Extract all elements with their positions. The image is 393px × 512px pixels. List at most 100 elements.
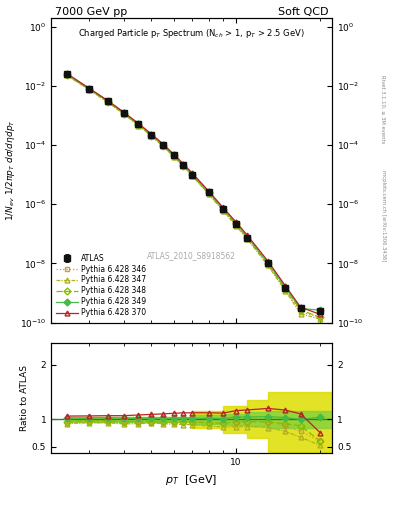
Pythia 6.428 346	[122, 111, 127, 117]
Pythia 6.428 346	[181, 163, 185, 169]
Pythia 6.428 349	[171, 152, 176, 158]
Pythia 6.428 346	[220, 207, 225, 213]
Pythia 6.428 347	[105, 99, 110, 105]
Text: 7000 GeV pp: 7000 GeV pp	[55, 7, 127, 17]
Pythia 6.428 370	[283, 283, 288, 289]
Pythia 6.428 349	[136, 121, 141, 127]
Polygon shape	[67, 411, 332, 428]
Line: Pythia 6.428 370: Pythia 6.428 370	[64, 71, 323, 317]
Pythia 6.428 349	[220, 206, 225, 212]
Pythia 6.428 347	[86, 87, 91, 93]
Pythia 6.428 348	[86, 86, 91, 92]
Pythia 6.428 349	[245, 234, 250, 240]
Pythia 6.428 347	[318, 316, 323, 322]
Pythia 6.428 370	[136, 120, 141, 126]
Pythia 6.428 348	[298, 307, 303, 313]
Pythia 6.428 349	[86, 86, 91, 92]
Pythia 6.428 349	[233, 220, 238, 226]
Pythia 6.428 370	[86, 85, 91, 91]
Pythia 6.428 348	[105, 99, 110, 105]
Pythia 6.428 370	[161, 141, 165, 147]
Pythia 6.428 348	[181, 163, 185, 169]
Legend: ATLAS, Pythia 6.428 346, Pythia 6.428 347, Pythia 6.428 348, Pythia 6.428 349, P: ATLAS, Pythia 6.428 346, Pythia 6.428 34…	[55, 252, 147, 319]
Pythia 6.428 349	[149, 132, 154, 138]
Pythia 6.428 370	[64, 70, 69, 76]
Pythia 6.428 346	[86, 87, 91, 93]
Pythia 6.428 348	[190, 172, 195, 178]
Text: Rivet 3.1.10, ≥ 3M events: Rivet 3.1.10, ≥ 3M events	[381, 75, 386, 143]
Pythia 6.428 349	[105, 98, 110, 104]
Pythia 6.428 346	[318, 314, 323, 321]
Pythia 6.428 347	[136, 122, 141, 129]
Pythia 6.428 370	[298, 304, 303, 310]
Pythia 6.428 349	[206, 189, 211, 195]
Text: Charged Particle p$_T$ Spectrum (N$_{ch}$ > 1, p$_T$ > 2.5 GeV): Charged Particle p$_T$ Spectrum (N$_{ch}…	[78, 27, 305, 40]
Text: mcplots.cern.ch [arXiv:1306.3436]: mcplots.cern.ch [arXiv:1306.3436]	[381, 170, 386, 262]
Pythia 6.428 346	[245, 235, 250, 241]
Pythia 6.428 349	[190, 172, 195, 178]
Pythia 6.428 347	[64, 72, 69, 78]
Pythia 6.428 346	[298, 309, 303, 315]
Line: Pythia 6.428 346: Pythia 6.428 346	[64, 73, 323, 320]
Pythia 6.428 346	[283, 287, 288, 293]
Pythia 6.428 349	[64, 71, 69, 77]
Pythia 6.428 347	[245, 237, 250, 243]
Pythia 6.428 370	[206, 188, 211, 194]
Pythia 6.428 346	[136, 122, 141, 128]
Pythia 6.428 347	[283, 288, 288, 294]
Pythia 6.428 349	[266, 260, 270, 266]
Pythia 6.428 348	[220, 207, 225, 213]
Pythia 6.428 349	[283, 284, 288, 290]
Pythia 6.428 349	[122, 110, 127, 116]
Pythia 6.428 346	[233, 221, 238, 227]
Pythia 6.428 348	[149, 133, 154, 139]
Pythia 6.428 370	[220, 204, 225, 210]
Pythia 6.428 348	[161, 143, 165, 149]
Polygon shape	[67, 392, 332, 452]
Pythia 6.428 346	[266, 261, 270, 267]
Pythia 6.428 348	[122, 111, 127, 117]
Pythia 6.428 346	[105, 99, 110, 105]
Text: ATLAS_2010_S8918562: ATLAS_2010_S8918562	[147, 251, 236, 260]
Line: Pythia 6.428 349: Pythia 6.428 349	[64, 72, 323, 313]
Pythia 6.428 347	[171, 154, 176, 160]
Pythia 6.428 370	[318, 311, 323, 317]
Pythia 6.428 347	[149, 133, 154, 139]
Pythia 6.428 370	[190, 170, 195, 176]
Y-axis label: $1/N_{ev}\ 1/2\pi p_T\ d\sigma/d\eta dp_T$: $1/N_{ev}\ 1/2\pi p_T\ d\sigma/d\eta dp_…	[4, 119, 17, 221]
Pythia 6.428 348	[64, 72, 69, 78]
Pythia 6.428 346	[190, 172, 195, 178]
Pythia 6.428 348	[136, 122, 141, 128]
Pythia 6.428 347	[206, 191, 211, 197]
Pythia 6.428 347	[298, 310, 303, 316]
Pythia 6.428 348	[233, 221, 238, 227]
Pythia 6.428 348	[318, 314, 323, 321]
Pythia 6.428 347	[220, 208, 225, 214]
Text: Soft QCD: Soft QCD	[278, 7, 328, 17]
Pythia 6.428 370	[245, 232, 250, 239]
Pythia 6.428 348	[283, 286, 288, 292]
Pythia 6.428 346	[149, 133, 154, 139]
Pythia 6.428 346	[64, 72, 69, 78]
Y-axis label: Ratio to ATLAS: Ratio to ATLAS	[20, 365, 29, 431]
Pythia 6.428 370	[181, 161, 185, 167]
Pythia 6.428 346	[161, 143, 165, 149]
Pythia 6.428 347	[181, 163, 185, 169]
Pythia 6.428 349	[161, 142, 165, 148]
Pythia 6.428 348	[245, 235, 250, 241]
Pythia 6.428 347	[122, 111, 127, 117]
Pythia 6.428 349	[181, 162, 185, 168]
Pythia 6.428 346	[206, 190, 211, 197]
Pythia 6.428 370	[105, 97, 110, 103]
Pythia 6.428 347	[266, 263, 270, 269]
Line: Pythia 6.428 348: Pythia 6.428 348	[64, 72, 323, 320]
Line: Pythia 6.428 347: Pythia 6.428 347	[64, 73, 323, 322]
Pythia 6.428 348	[266, 261, 270, 267]
Pythia 6.428 349	[298, 305, 303, 311]
Pythia 6.428 370	[233, 219, 238, 225]
Pythia 6.428 347	[233, 223, 238, 229]
Pythia 6.428 348	[206, 190, 211, 197]
Pythia 6.428 370	[122, 109, 127, 115]
Pythia 6.428 349	[318, 307, 323, 313]
Pythia 6.428 370	[171, 151, 176, 157]
